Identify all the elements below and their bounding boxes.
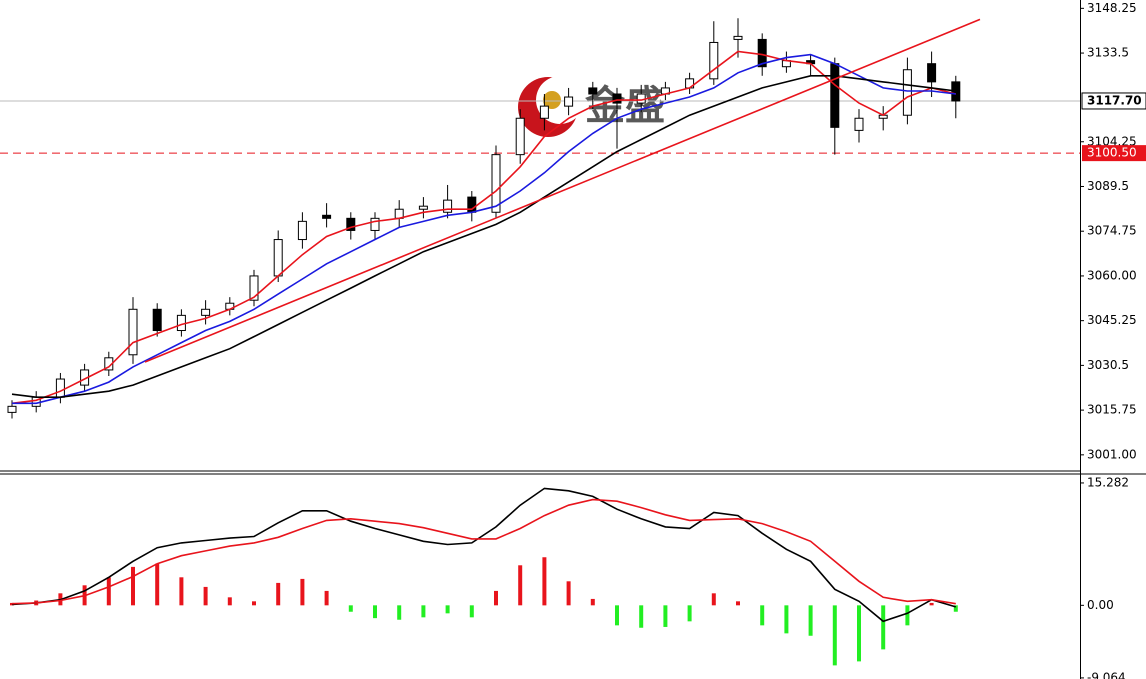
y-tick-label: 3045.25 — [1087, 313, 1137, 327]
candle-body — [443, 199, 453, 213]
y-tick-label: 3133.5 — [1087, 46, 1129, 60]
candle-body — [612, 93, 622, 104]
price-label: 3117.70 — [1087, 93, 1142, 107]
candle-body — [370, 217, 380, 231]
y-tick-label: 0.00 — [1087, 598, 1114, 612]
macd-line — [11, 498, 956, 605]
candle-body — [927, 63, 937, 83]
moving-average-line — [11, 75, 956, 398]
trend-line — [144, 18, 981, 363]
y-tick-label: 3030.5 — [1087, 358, 1129, 372]
y-tick-label: 3060.00 — [1087, 268, 1137, 282]
price-label-box — [1081, 92, 1146, 110]
candle-body — [564, 96, 574, 107]
y-tick-label: 3074.75 — [1087, 224, 1137, 238]
candle-body — [539, 105, 549, 119]
alert-label: 3100.50 — [1087, 146, 1137, 160]
candle-body — [346, 217, 356, 231]
candle-body — [297, 220, 307, 241]
alert-label-box — [1082, 145, 1146, 162]
candle-body — [128, 308, 138, 356]
candle-body — [709, 41, 719, 80]
candle-body — [7, 405, 17, 413]
moving-average-line — [11, 50, 956, 405]
candle-body — [55, 378, 65, 398]
candle-body — [733, 35, 743, 40]
y-tick-label: 3015.75 — [1087, 403, 1137, 417]
y-tick-label: 3148.25 — [1087, 1, 1137, 15]
y-tick-label: 3089.5 — [1087, 179, 1129, 193]
candle-body — [201, 308, 211, 316]
candle-body — [757, 38, 767, 68]
candle-body — [636, 93, 646, 104]
candle-body — [951, 81, 961, 102]
candle-body — [491, 154, 501, 213]
logo-dot — [543, 91, 561, 109]
candle-body — [249, 275, 259, 301]
candle-body — [322, 214, 332, 219]
y-tick-label: 3104.25 — [1087, 134, 1137, 148]
candle-body — [830, 63, 840, 128]
candle-body — [418, 205, 428, 210]
macd-line — [11, 487, 957, 623]
candle-body — [152, 308, 162, 332]
y-tick-label: -9.064 — [1087, 670, 1126, 679]
moving-average-line — [12, 53, 956, 405]
y-tick-label: 15.282 — [1087, 475, 1129, 489]
candle-body — [588, 87, 598, 95]
y-tick-label: 3001.00 — [1087, 447, 1137, 461]
candle-body — [515, 117, 525, 156]
candle-body — [176, 314, 186, 332]
candle-body — [273, 239, 283, 277]
candle-body — [902, 69, 912, 116]
candle-body — [854, 117, 864, 131]
